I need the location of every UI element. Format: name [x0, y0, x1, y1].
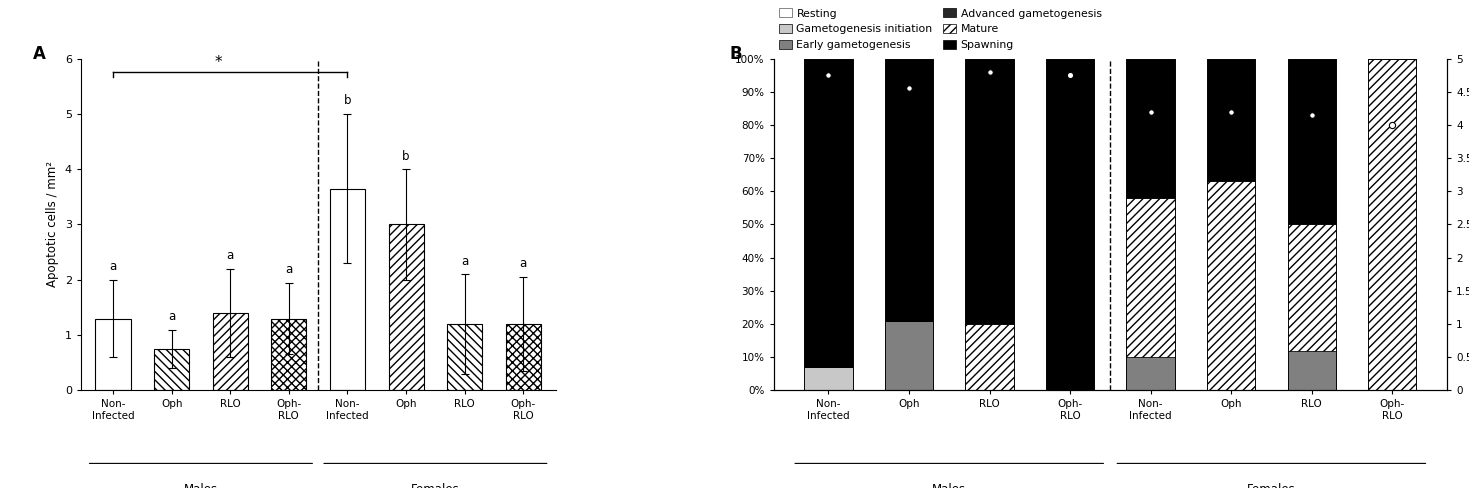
Bar: [154, 349, 190, 390]
Bar: [1046, 59, 1094, 390]
Bar: [805, 59, 852, 367]
Text: Males: Males: [184, 483, 217, 488]
Bar: [1208, 182, 1256, 390]
Text: Males: Males: [933, 483, 967, 488]
Bar: [1368, 59, 1416, 390]
Text: a: a: [461, 255, 469, 267]
Bar: [965, 324, 1014, 390]
Text: *: *: [214, 55, 222, 70]
Bar: [505, 324, 541, 390]
Bar: [805, 367, 852, 390]
Bar: [1046, 59, 1094, 390]
Bar: [1208, 59, 1256, 390]
Text: Females: Females: [1247, 483, 1296, 488]
Text: a: a: [226, 249, 234, 262]
Text: a: a: [285, 263, 292, 276]
Bar: [331, 188, 366, 390]
Text: b: b: [403, 149, 410, 163]
Bar: [1287, 59, 1335, 390]
Bar: [1127, 59, 1175, 390]
Bar: [965, 59, 1014, 324]
Bar: [965, 59, 1014, 390]
Bar: [272, 319, 307, 390]
Text: B: B: [730, 45, 742, 63]
Legend: Resting, Gametogenesis initiation, Early gametogenesis, Advanced gametogenesis, : Resting, Gametogenesis initiation, Early…: [779, 8, 1102, 50]
Text: a: a: [167, 310, 175, 323]
Bar: [884, 59, 933, 321]
Y-axis label: Apoptotic cells / mm²: Apoptotic cells / mm²: [46, 162, 59, 287]
Bar: [1287, 350, 1335, 390]
Bar: [1287, 59, 1335, 224]
Bar: [213, 313, 248, 390]
Bar: [447, 324, 482, 390]
Bar: [1368, 59, 1416, 390]
Bar: [1127, 59, 1175, 198]
Bar: [388, 224, 423, 390]
Bar: [1127, 198, 1175, 357]
Bar: [1208, 59, 1256, 182]
Text: a: a: [520, 257, 527, 270]
Bar: [95, 319, 131, 390]
Bar: [884, 59, 933, 390]
Bar: [1127, 357, 1175, 390]
Bar: [1287, 224, 1335, 350]
Text: a: a: [109, 260, 116, 273]
Text: A: A: [34, 45, 46, 63]
Bar: [805, 59, 852, 390]
Bar: [884, 321, 933, 390]
Text: Females: Females: [411, 483, 460, 488]
Text: b: b: [344, 94, 351, 107]
